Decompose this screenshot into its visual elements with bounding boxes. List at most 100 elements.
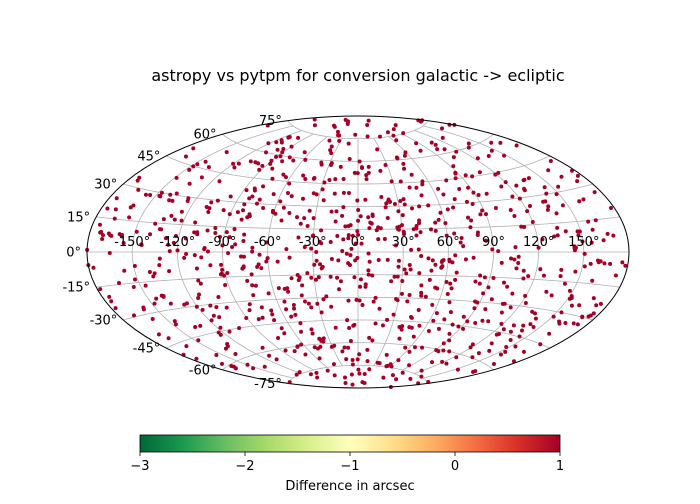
scatter-point	[440, 359, 445, 364]
scatter-point	[187, 167, 192, 172]
scatter-point	[307, 208, 312, 213]
scatter-point	[148, 192, 153, 197]
scatter-point	[319, 162, 324, 167]
scatter-point	[187, 181, 192, 186]
scatter-point	[408, 376, 413, 381]
scatter-point	[470, 355, 475, 360]
scatter-point	[601, 238, 606, 243]
scatter-point	[493, 172, 498, 177]
scatter-point	[563, 229, 568, 234]
scatter-point	[285, 190, 290, 195]
scatter-point	[226, 251, 231, 256]
scatter-point	[544, 289, 549, 294]
scatter-point	[319, 241, 324, 246]
scatter-point	[289, 194, 294, 199]
scatter-point	[158, 194, 163, 199]
scatter-point	[364, 177, 369, 182]
scatter-point	[244, 315, 249, 320]
scatter-point	[205, 228, 210, 233]
scatter-point	[594, 303, 599, 308]
scatter-point	[168, 301, 173, 306]
scatter-point	[440, 126, 445, 131]
scatter-point	[157, 227, 162, 232]
scatter-point	[463, 173, 468, 178]
scatter-point	[511, 359, 516, 364]
scatter-point	[400, 279, 405, 284]
scatter-point	[122, 268, 127, 273]
scatter-point	[501, 327, 506, 332]
scatter-point	[151, 274, 156, 279]
scatter-point	[346, 236, 351, 241]
scatter-point	[279, 218, 284, 223]
scatter-point	[551, 314, 556, 319]
scatter-point	[362, 381, 367, 386]
scatter-point	[256, 161, 261, 166]
scatter-point	[365, 347, 370, 352]
scatter-point	[314, 250, 319, 255]
colorbar-tick-label: 1	[556, 459, 564, 474]
scatter-point	[173, 322, 178, 327]
scatter-point	[270, 208, 275, 213]
scatter-point	[107, 294, 112, 299]
scatter-point	[512, 213, 517, 218]
x-tick-label: 60°	[437, 235, 460, 250]
scatter-point	[468, 225, 473, 230]
scatter-point	[328, 239, 333, 244]
scatter-point	[186, 196, 191, 201]
scatter-point	[499, 310, 504, 315]
map-outline	[86, 115, 630, 389]
scatter-point	[567, 296, 572, 301]
scatter-point	[478, 212, 483, 217]
scatter-point	[592, 190, 597, 195]
scatter-point	[334, 209, 339, 214]
scatter-point	[274, 357, 279, 362]
scatter-point	[113, 207, 118, 212]
scatter-point	[197, 292, 202, 297]
scatter-point	[337, 287, 342, 292]
scatter-point	[581, 197, 586, 202]
scatter-point	[179, 218, 184, 223]
scatter-point	[310, 331, 315, 336]
scatter-point	[276, 286, 281, 291]
scatter-point	[281, 146, 286, 151]
scatter-point	[352, 275, 357, 280]
scatter-point	[282, 299, 287, 304]
scatter-point	[491, 276, 496, 281]
scatter-point	[509, 256, 514, 261]
scatter-point	[593, 218, 598, 223]
scatter-point	[242, 232, 247, 237]
scatter-point	[320, 187, 325, 192]
scatter-point	[481, 291, 486, 296]
scatter-point	[335, 233, 340, 238]
scatter-point	[301, 196, 305, 201]
scatter-point	[613, 273, 618, 278]
scatter-point	[148, 232, 153, 237]
scatter-point	[366, 268, 371, 273]
scatter-point	[523, 300, 528, 305]
scatter-point	[309, 275, 314, 280]
scatter-point	[356, 367, 361, 372]
scatter-point	[402, 166, 407, 171]
scatter-point	[346, 190, 351, 195]
scatter-point	[194, 266, 199, 271]
scatter-point	[378, 134, 382, 139]
scatter-point	[503, 349, 508, 354]
scatter-point	[473, 321, 478, 326]
scatter-point	[167, 249, 172, 254]
scatter-point	[217, 315, 222, 320]
scatter-point	[309, 305, 314, 310]
scatter-point	[152, 301, 157, 306]
scatter-point	[605, 231, 610, 236]
scatter-point	[161, 217, 166, 222]
gridline-lon	[222, 133, 314, 371]
scatter-point	[312, 123, 317, 128]
scatter-point	[171, 240, 176, 245]
scatter-point	[172, 217, 177, 222]
scatter-point	[357, 298, 362, 303]
x-tick-label: -60°	[254, 235, 282, 250]
scatter-point	[211, 313, 216, 318]
scatter-point	[363, 197, 368, 202]
scatter-point	[439, 265, 444, 270]
scatter-point	[426, 203, 431, 208]
scatter-point	[384, 352, 389, 357]
